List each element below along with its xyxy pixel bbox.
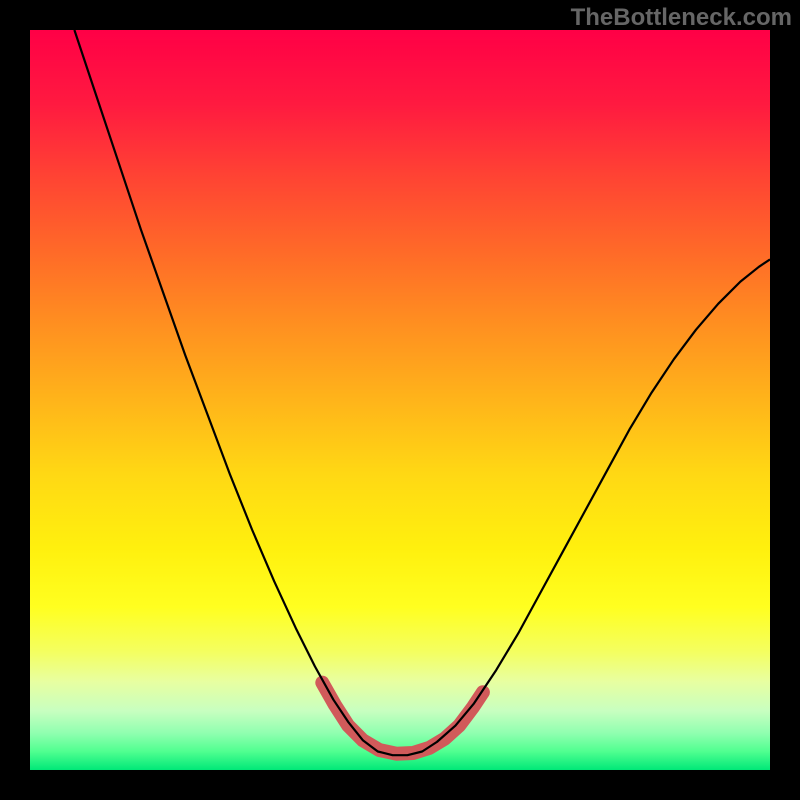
watermark-text: TheBottleneck.com (571, 4, 792, 32)
gradient-curve-chart (30, 30, 770, 770)
chart-wrapper: TheBottleneck.com (0, 0, 800, 800)
plot-background (30, 30, 770, 770)
plot-area (30, 30, 770, 770)
